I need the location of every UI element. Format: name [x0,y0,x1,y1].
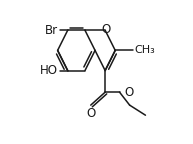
Text: O: O [124,86,134,99]
Text: HO: HO [40,64,58,77]
Text: O: O [86,107,95,120]
Text: CH₃: CH₃ [134,45,155,55]
Text: Br: Br [45,24,58,37]
Text: O: O [101,23,110,36]
